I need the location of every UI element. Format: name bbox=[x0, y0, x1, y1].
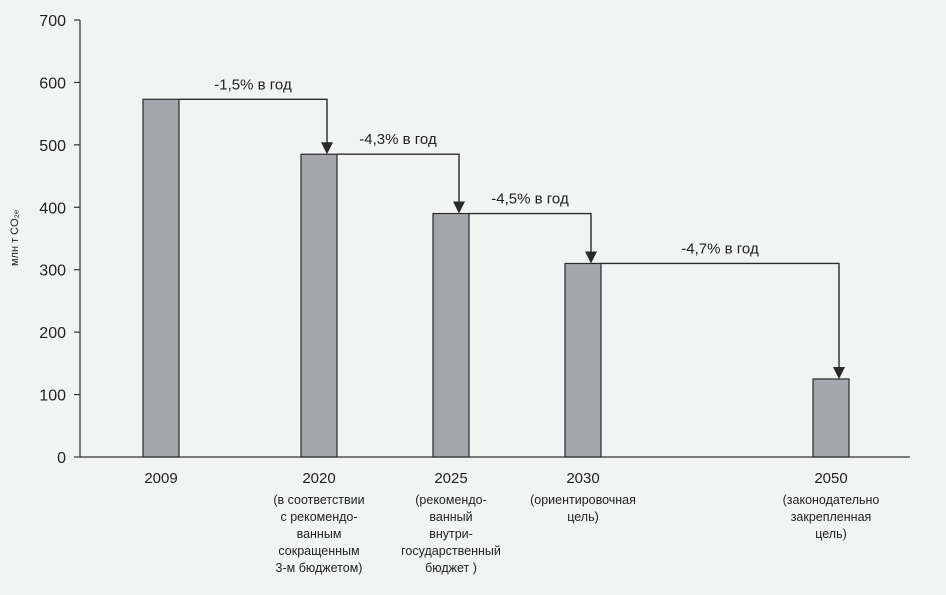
annotation-arrow-line bbox=[179, 98, 328, 145]
x-sublabel-line: (законодательно bbox=[783, 493, 880, 507]
arrowhead bbox=[833, 366, 845, 379]
annotation-arrows: -1,5% в год -4,3% в год -4,5% в год -4,7% в… bbox=[179, 76, 845, 379]
annotation-arrow-line bbox=[337, 153, 460, 204]
annotation-arrow-line bbox=[469, 212, 592, 254]
x-sublabel-line: государственный bbox=[401, 544, 501, 558]
x-tick-label: 2030 bbox=[566, 470, 599, 487]
x-sublabel-line: (в соответствии bbox=[273, 493, 364, 507]
x-sublabel-line: бюджет ) bbox=[425, 561, 477, 575]
x-labels: 2009 2020 (в соответствии с рекомендо-ванны… bbox=[144, 470, 879, 575]
y-tick-label: 500 bbox=[39, 138, 66, 155]
arrowhead bbox=[453, 201, 465, 214]
annotation-label: -4,7% в год bbox=[681, 240, 759, 257]
annotation-label: -4,5% в год bbox=[491, 191, 569, 208]
x-sublabel-line: ванный bbox=[429, 510, 472, 524]
x-tick-label: 2050 bbox=[814, 470, 847, 487]
y-tick-label: 700 bbox=[39, 13, 66, 30]
bars bbox=[142, 98, 850, 458]
annotation-label: -1,5% в год bbox=[214, 76, 292, 93]
arrowhead bbox=[585, 251, 597, 264]
y-axis-label: млн т CO₂ₑ bbox=[9, 210, 21, 266]
x-sublabel-line: (рекомендо- bbox=[415, 493, 486, 507]
y-tick-label: 300 bbox=[39, 263, 66, 280]
x-sublabel-line: с рекомендо- bbox=[280, 510, 357, 524]
x-tick-label: 2020 bbox=[302, 470, 335, 487]
y-tick-label: 100 bbox=[39, 388, 66, 405]
x-sublabel-line: внутри- bbox=[429, 527, 473, 541]
bar-2030 bbox=[564, 262, 602, 458]
y-tick-label: 0 bbox=[57, 450, 66, 467]
arrowhead bbox=[321, 142, 333, 155]
y-ticks: 0 100 200 300 400 500 600 700 bbox=[39, 13, 80, 467]
bar-2050 bbox=[812, 378, 850, 458]
x-sublabel-line: 3-м бюджетом) bbox=[276, 561, 363, 575]
x-sublabel-line: цель) bbox=[815, 527, 847, 541]
annotation-label: -4,3% в год bbox=[359, 131, 437, 148]
y-tick-label: 400 bbox=[39, 200, 66, 217]
x-sublabel-line: (ориентировочная bbox=[530, 493, 636, 507]
x-tick-label: 2009 bbox=[144, 470, 177, 487]
annotation-arrow-line bbox=[601, 262, 840, 369]
bar-2020 bbox=[300, 153, 338, 458]
y-tick-label: 600 bbox=[39, 75, 66, 92]
x-sublabel-line: закрепленная bbox=[791, 510, 872, 524]
x-sublabel-line: сокращенным bbox=[278, 544, 359, 558]
bar-2025 bbox=[432, 212, 470, 458]
x-sublabel-line: цель) bbox=[567, 510, 599, 524]
y-tick-label: 200 bbox=[39, 325, 66, 342]
bar-2009 bbox=[142, 98, 180, 458]
x-tick-label: 2025 bbox=[434, 470, 467, 487]
x-sublabel-line: ванным bbox=[297, 527, 342, 541]
